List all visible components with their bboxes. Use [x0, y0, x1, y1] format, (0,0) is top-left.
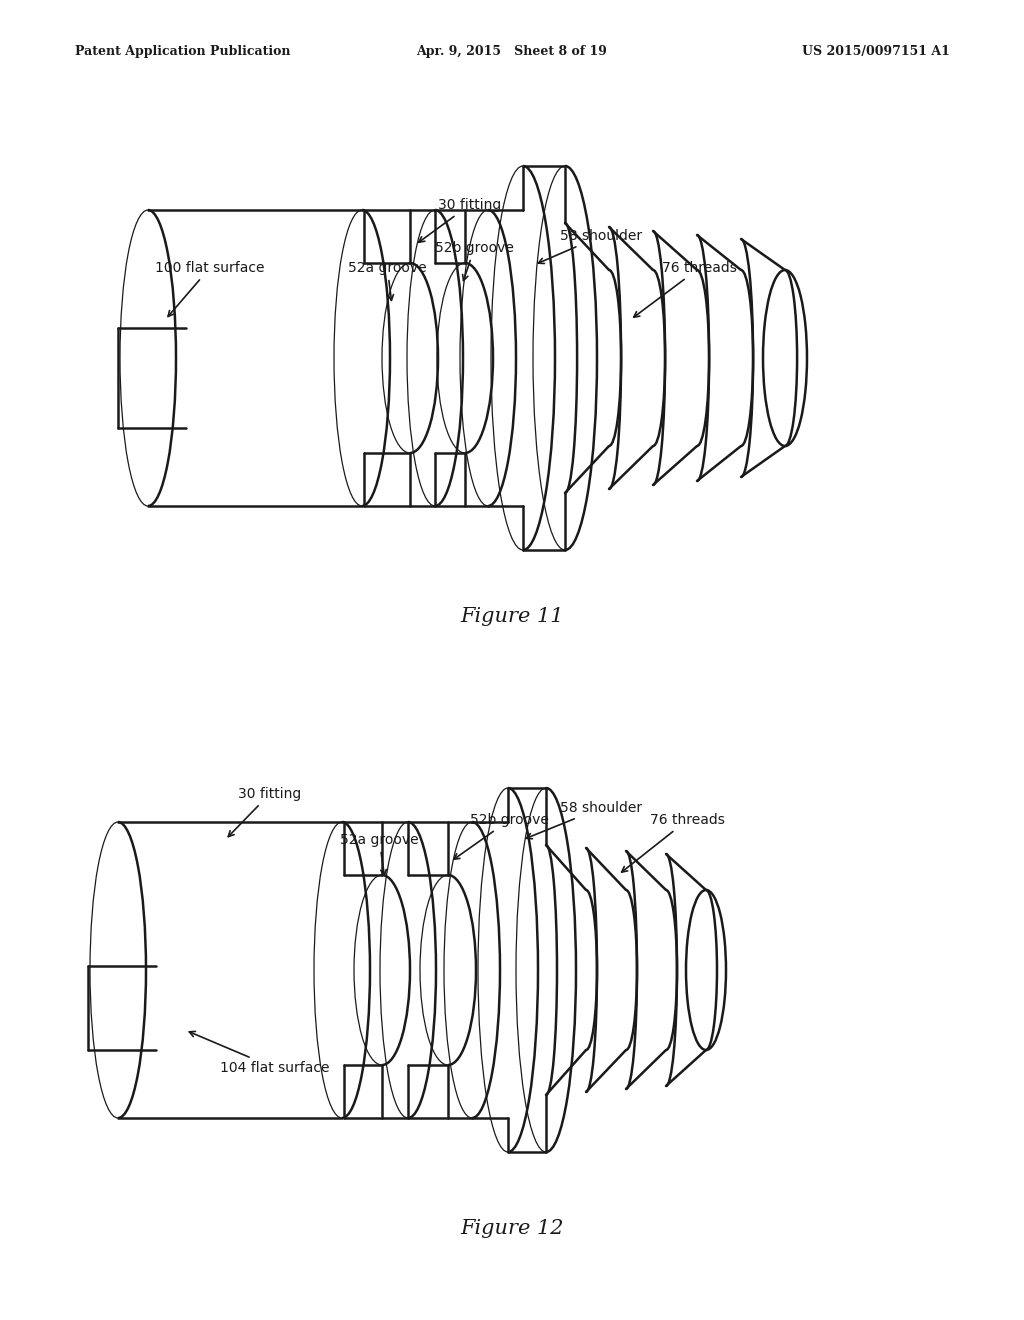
Text: 52a groove: 52a groove: [348, 261, 427, 301]
Text: Figure 11: Figure 11: [460, 607, 564, 627]
Text: 76 threads: 76 threads: [634, 261, 737, 317]
Text: Apr. 9, 2015   Sheet 8 of 19: Apr. 9, 2015 Sheet 8 of 19: [417, 45, 607, 58]
Text: 30 fitting: 30 fitting: [419, 198, 502, 243]
Text: 100 flat surface: 100 flat surface: [155, 261, 264, 317]
Text: 104 flat surface: 104 flat surface: [189, 1031, 330, 1074]
Text: Patent Application Publication: Patent Application Publication: [75, 45, 291, 58]
Text: 52b groove: 52b groove: [435, 242, 514, 281]
Text: 58 shoulder: 58 shoulder: [526, 801, 642, 838]
Text: US 2015/0097151 A1: US 2015/0097151 A1: [802, 45, 950, 58]
Text: 52a groove: 52a groove: [340, 833, 419, 875]
Text: Figure 12: Figure 12: [460, 1218, 564, 1238]
Text: 30 fitting: 30 fitting: [228, 787, 301, 837]
Text: 52b groove: 52b groove: [454, 813, 549, 859]
Text: 76 threads: 76 threads: [622, 813, 725, 873]
Text: 58 shoulder: 58 shoulder: [539, 228, 642, 264]
